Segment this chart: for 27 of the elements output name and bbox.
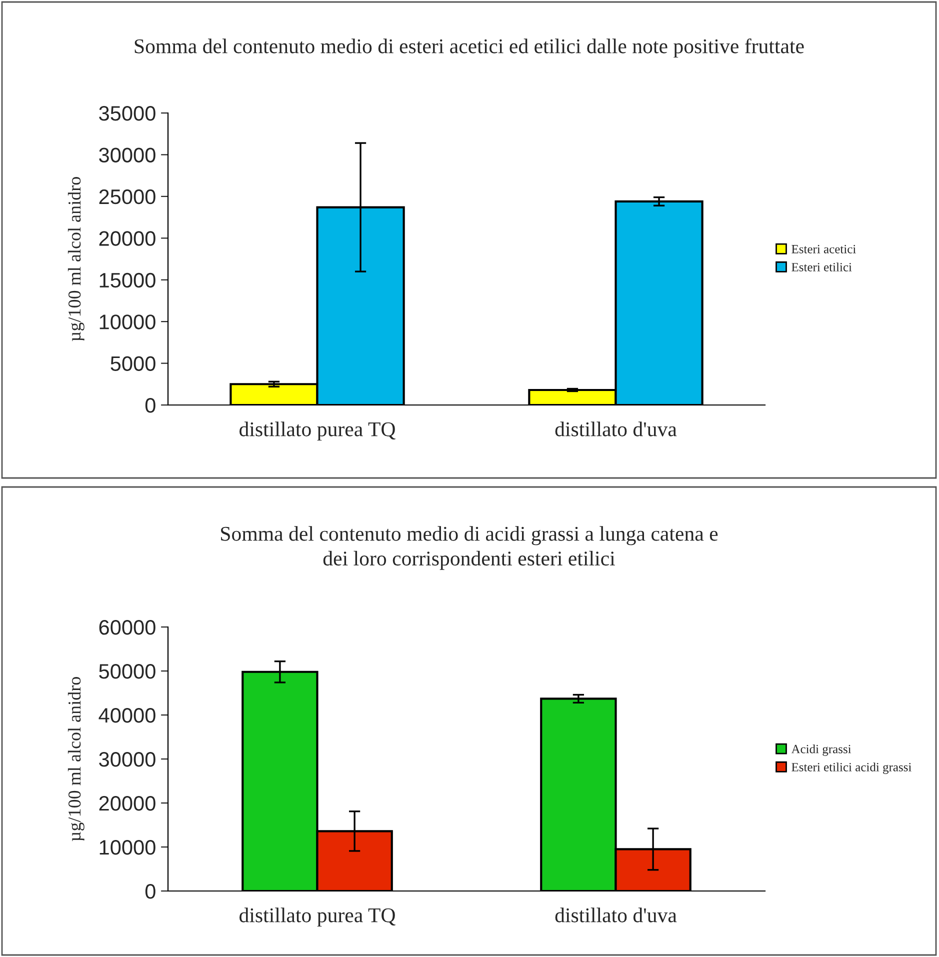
x-tick-label: distillato purea TQ: [240, 908, 396, 927]
x-tick-label: distillato d'uva: [555, 908, 677, 922]
legend-label: Esteri etilici: [792, 262, 852, 272]
y-tick-label: 10000: [100, 314, 156, 330]
y-tick-label: 15000: [100, 272, 156, 288]
y-tick-label: 0: [145, 398, 156, 413]
y-tick-label: 25000: [99, 189, 156, 204]
chart-title: Somma del contenuto medio di esteri acetici ed etilici dalle note positive fruttate: [134, 38, 804, 58]
y-tick-label: 50000: [99, 664, 156, 679]
legend-label: Esteri etilici acidi grassi: [792, 762, 912, 774]
y-tick-label: 60000: [99, 620, 156, 635]
y-tick-label: 20000: [99, 231, 156, 246]
chart-title: Somma del contenuto medio di acidi grassi a lunga catena e dei loro corrispondenti esteri etilici: [221, 526, 718, 570]
y-tick-label: 20000: [99, 796, 156, 811]
y-axis-title: µg/100 ml alcol anidro: [68, 177, 84, 342]
y-tick-label: 0: [145, 884, 156, 899]
x-tick-label: distillato d'uva: [555, 422, 677, 436]
y-tick-label: 30000: [99, 752, 156, 767]
y-axis-title: µg/100 ml alcol anidro: [68, 677, 84, 842]
y-tick-label: 40000: [98, 708, 156, 723]
y-tick-label: 30000: [99, 148, 156, 162]
x-tick-label: distillato purea TQ: [240, 422, 396, 441]
legend-label: Esteri acetici: [792, 244, 856, 254]
y-tick-label: 5000: [110, 356, 156, 372]
y-tick-label: 10000: [100, 840, 156, 855]
legend-label: Acidi grassi: [791, 744, 852, 756]
y-tick-label: 35000: [99, 106, 156, 121]
